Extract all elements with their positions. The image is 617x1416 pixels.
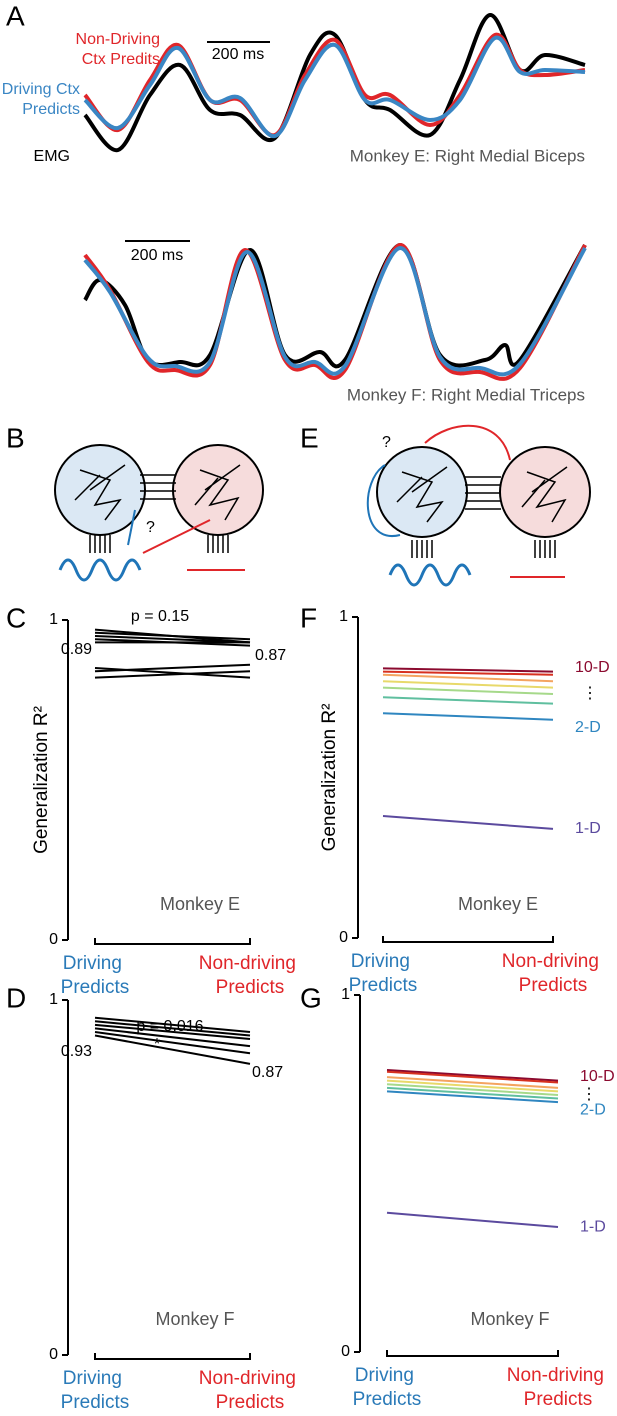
slope-line bbox=[94, 1023, 251, 1041]
y-axis-label: Generalization R² bbox=[31, 706, 52, 854]
panel-letter: B bbox=[6, 422, 25, 453]
scale-label: 200 ms bbox=[212, 46, 264, 63]
subject-label: Monkey E bbox=[458, 894, 538, 914]
slope-line bbox=[382, 680, 554, 689]
mean-label: 0.87 bbox=[255, 647, 286, 664]
x-axis bbox=[386, 1350, 559, 1357]
slope-line bbox=[382, 670, 554, 676]
series-label: 10-D bbox=[575, 659, 610, 676]
series-label: 2-D bbox=[580, 1101, 606, 1118]
slope-line bbox=[94, 667, 251, 679]
y-tick-label: 0 bbox=[49, 931, 58, 948]
scale-label: 200 ms bbox=[131, 247, 183, 264]
legend-label: Predicts bbox=[22, 101, 80, 118]
slope-line bbox=[382, 673, 554, 683]
slope-line bbox=[94, 1027, 251, 1048]
slope-line bbox=[382, 712, 554, 721]
y-tick-label: 0 bbox=[341, 1343, 350, 1360]
y-tick-label: 1 bbox=[49, 611, 58, 628]
slope-line bbox=[386, 1076, 559, 1089]
p-value: p = 0.15 bbox=[131, 608, 189, 625]
panel-letter: D bbox=[6, 982, 26, 1013]
panel-letter: G bbox=[300, 982, 322, 1013]
slope-line bbox=[94, 1016, 251, 1033]
series-label: 1-D bbox=[575, 820, 601, 837]
panel-letter: E bbox=[300, 422, 319, 453]
x-tick-label: Non-driving Predicts bbox=[199, 953, 301, 998]
trace-title: Monkey F: Right Medial Triceps bbox=[347, 385, 585, 404]
slope-line bbox=[94, 631, 251, 641]
x-tick-label: Driving Predicts bbox=[353, 1365, 422, 1410]
trace-title: Monkey E: Right Medial Biceps bbox=[350, 146, 585, 165]
ellipsis: ⋮ bbox=[582, 685, 598, 702]
slope-line bbox=[94, 635, 251, 644]
slope-line bbox=[94, 1030, 251, 1055]
subject-label: Monkey F bbox=[470, 1309, 549, 1329]
p-value: p = 0.016 bbox=[136, 1018, 203, 1035]
y-tick-label: 0 bbox=[49, 1346, 58, 1363]
slope-line bbox=[386, 1090, 559, 1104]
slope-line bbox=[382, 815, 554, 830]
slope-line bbox=[386, 1086, 559, 1100]
non-driving-trace bbox=[83, 32, 586, 138]
diagram-b bbox=[54, 444, 264, 582]
question-mark: ? bbox=[382, 434, 391, 451]
x-tick-label: Non-driving Predicts bbox=[507, 1365, 609, 1410]
ellipsis: ⋮ bbox=[581, 1086, 597, 1103]
slope-line bbox=[386, 1083, 559, 1096]
subject-label: Monkey F bbox=[155, 1309, 234, 1329]
slope-line bbox=[94, 670, 251, 679]
slope-line bbox=[386, 1211, 559, 1229]
driving-trace bbox=[83, 246, 587, 377]
y-tick-label: 0 bbox=[339, 929, 348, 946]
mean-label: 0.89 bbox=[61, 641, 92, 658]
x-tick-label: Non-driving Predicts bbox=[199, 1368, 301, 1413]
slope-line bbox=[386, 1079, 559, 1093]
x-tick-label: Non-driving Predicts bbox=[502, 951, 604, 996]
driving-trace bbox=[83, 35, 586, 138]
slope-line bbox=[94, 1020, 251, 1037]
x-tick-label: Driving Predicts bbox=[61, 953, 130, 998]
slope-line bbox=[382, 696, 554, 705]
x-tick-label: Driving Predicts bbox=[349, 951, 418, 996]
slope-line bbox=[382, 686, 554, 696]
x-axis bbox=[94, 938, 251, 945]
diagram-e bbox=[366, 424, 591, 587]
traces bbox=[83, 13, 587, 381]
panel-letter: C bbox=[6, 602, 26, 633]
legend-label: Non-Driving bbox=[76, 31, 160, 48]
slope-line bbox=[382, 667, 554, 673]
x-axis bbox=[382, 936, 554, 943]
emg-trace bbox=[83, 13, 586, 153]
significance: * bbox=[154, 1036, 160, 1053]
x-axis bbox=[94, 1353, 251, 1360]
panel-letter: A bbox=[6, 0, 25, 31]
series-label: 1-D bbox=[580, 1218, 606, 1235]
mean-label: 0.87 bbox=[252, 1064, 283, 1081]
x-tick-label: Driving Predicts bbox=[61, 1368, 130, 1413]
non-driving-trace bbox=[83, 243, 587, 381]
y-axis-label: Generalization R² bbox=[319, 704, 340, 852]
slope-line bbox=[94, 1034, 251, 1065]
series-label: 2-D bbox=[575, 719, 601, 736]
series-label: 10-D bbox=[580, 1068, 615, 1085]
y-tick-label: 1 bbox=[49, 991, 58, 1008]
y-tick-label: 1 bbox=[341, 986, 350, 1003]
mean-label: 0.93 bbox=[61, 1043, 92, 1060]
legend-label: EMG bbox=[34, 148, 70, 165]
panel-letter: F bbox=[300, 602, 317, 633]
slope-line bbox=[386, 1068, 559, 1082]
legend-label: Ctx Predits bbox=[82, 51, 160, 68]
y-tick-label: 1 bbox=[339, 608, 348, 625]
question-mark: ? bbox=[146, 519, 155, 536]
slope-line bbox=[386, 1070, 559, 1084]
legend-label: Driving Ctx bbox=[2, 81, 80, 98]
subject-label: Monkey E bbox=[160, 894, 240, 914]
